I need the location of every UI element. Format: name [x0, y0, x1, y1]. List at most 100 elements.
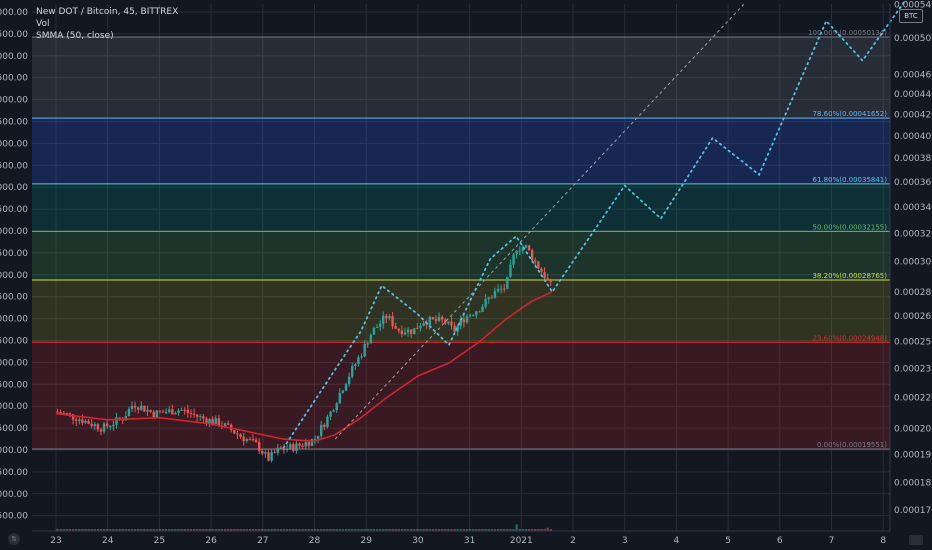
candle-body	[391, 316, 393, 326]
fib-band-0.500	[32, 231, 890, 280]
candle-body	[429, 317, 431, 325]
left-tick-label: 29000.00	[0, 52, 28, 62]
candle-body	[370, 335, 372, 344]
smma-indicator-label[interactable]: SMMA (50, close)	[36, 30, 178, 42]
candle-body	[367, 344, 369, 345]
symbol-title[interactable]: New DOT / Bitcoin, 45, BITTREX	[36, 6, 178, 18]
candle-body	[469, 315, 471, 316]
fib-label-0.786: 78.60%(0.00041652)	[813, 110, 888, 118]
candle-body	[494, 291, 496, 298]
candle-body	[419, 326, 421, 328]
right-tick-label: 0.00022000	[894, 393, 932, 403]
candle-body	[438, 317, 440, 321]
right-tick-label: 0.00046000	[894, 71, 932, 81]
candle-body	[280, 448, 282, 449]
candle-body	[78, 419, 80, 420]
candle-body	[199, 416, 201, 417]
left-tick-label: 21500.00	[0, 380, 28, 390]
fib-label-0.236: 23.60%(0.00024948)	[813, 334, 888, 342]
candle-body	[224, 423, 226, 426]
candle-body	[360, 356, 362, 357]
scale-mode-icon[interactable]: ⇅	[8, 533, 20, 545]
candle-body	[515, 251, 517, 255]
candle-body	[115, 417, 117, 424]
volume-bar	[515, 524, 517, 531]
settings-icon[interactable]	[909, 535, 923, 545]
left-tick-label: 27500.00	[0, 118, 28, 128]
candle-body	[463, 319, 465, 322]
right-tick-label: 0.00034000	[894, 203, 932, 213]
x-tick-label: 25	[154, 536, 165, 546]
candle-body	[506, 277, 508, 289]
candle-body	[398, 329, 400, 331]
x-tick-label: 7	[829, 536, 835, 546]
candle-body	[292, 444, 294, 451]
candle-body	[196, 415, 198, 417]
x-tick-label: 27	[257, 536, 268, 546]
candle-body	[289, 444, 291, 448]
candle-body	[537, 261, 539, 268]
candle-body	[385, 316, 387, 318]
right-tick-label: 0.00042000	[894, 110, 932, 120]
candle-body	[345, 384, 347, 390]
candle-body	[478, 311, 480, 312]
left-tick-label: 22500.00	[0, 337, 28, 347]
candle-body	[336, 403, 338, 410]
x-tick-label: 28	[309, 536, 321, 546]
candle-body	[394, 326, 396, 329]
left-tick-label: 20500.00	[0, 424, 28, 434]
volume-bars	[56, 524, 552, 531]
candle-body	[388, 316, 390, 318]
candle-body	[239, 434, 241, 436]
candle-body	[128, 409, 130, 416]
left-tick-label: 26500.00	[0, 161, 28, 171]
left-tick-label: 19000.00	[0, 490, 28, 500]
candle-body	[252, 439, 254, 440]
candle-body	[193, 414, 195, 415]
right-tick-label: 0.00025000	[894, 337, 932, 347]
candle-body	[453, 326, 455, 332]
currency-badge[interactable]: BTC	[899, 9, 923, 23]
candle-body	[162, 412, 164, 413]
candle-body	[407, 329, 409, 332]
fib-band-0.236	[32, 342, 890, 449]
candle-body	[357, 357, 359, 364]
candle-body	[84, 421, 86, 423]
candle-body	[171, 409, 173, 414]
candle-body	[326, 417, 328, 427]
x-tick-label: 5	[725, 536, 731, 546]
fib-band-0.618	[32, 184, 890, 231]
fib-label-0.500: 50.00%(0.00032155)	[813, 223, 888, 231]
candle-body	[497, 289, 499, 291]
candle-body	[211, 419, 213, 424]
candle-body	[261, 451, 263, 454]
candle-body	[363, 344, 365, 356]
candle-body	[69, 413, 71, 414]
candle-body	[329, 412, 331, 417]
candle-body	[450, 322, 452, 326]
candle-body	[351, 366, 353, 377]
candle-body	[187, 410, 189, 413]
candle-body	[484, 299, 486, 307]
fib-retracement[interactable]: 100.00%(0.00050134) 78.60%(0.00041652) 61.…	[32, 29, 890, 449]
candle-body	[112, 425, 114, 427]
candle-body	[416, 328, 418, 329]
candle-body	[156, 411, 158, 418]
candle-body	[236, 433, 238, 434]
candle-body	[491, 298, 493, 299]
candle-body	[534, 260, 536, 261]
left-tick-label: 21000.00	[0, 402, 28, 412]
candle-body	[475, 311, 477, 315]
left-tick-label: 26000.00	[0, 183, 28, 193]
candle-body	[177, 410, 179, 413]
vol-indicator-label[interactable]: Vol	[36, 18, 178, 30]
x-tick-label: 6	[777, 536, 783, 546]
left-tick-label: 25000.00	[0, 227, 28, 237]
candle-body	[447, 322, 449, 324]
candle-body	[531, 250, 533, 260]
x-tick-label: 4	[674, 536, 680, 546]
candle-body	[264, 452, 266, 454]
candle-body	[488, 298, 490, 299]
